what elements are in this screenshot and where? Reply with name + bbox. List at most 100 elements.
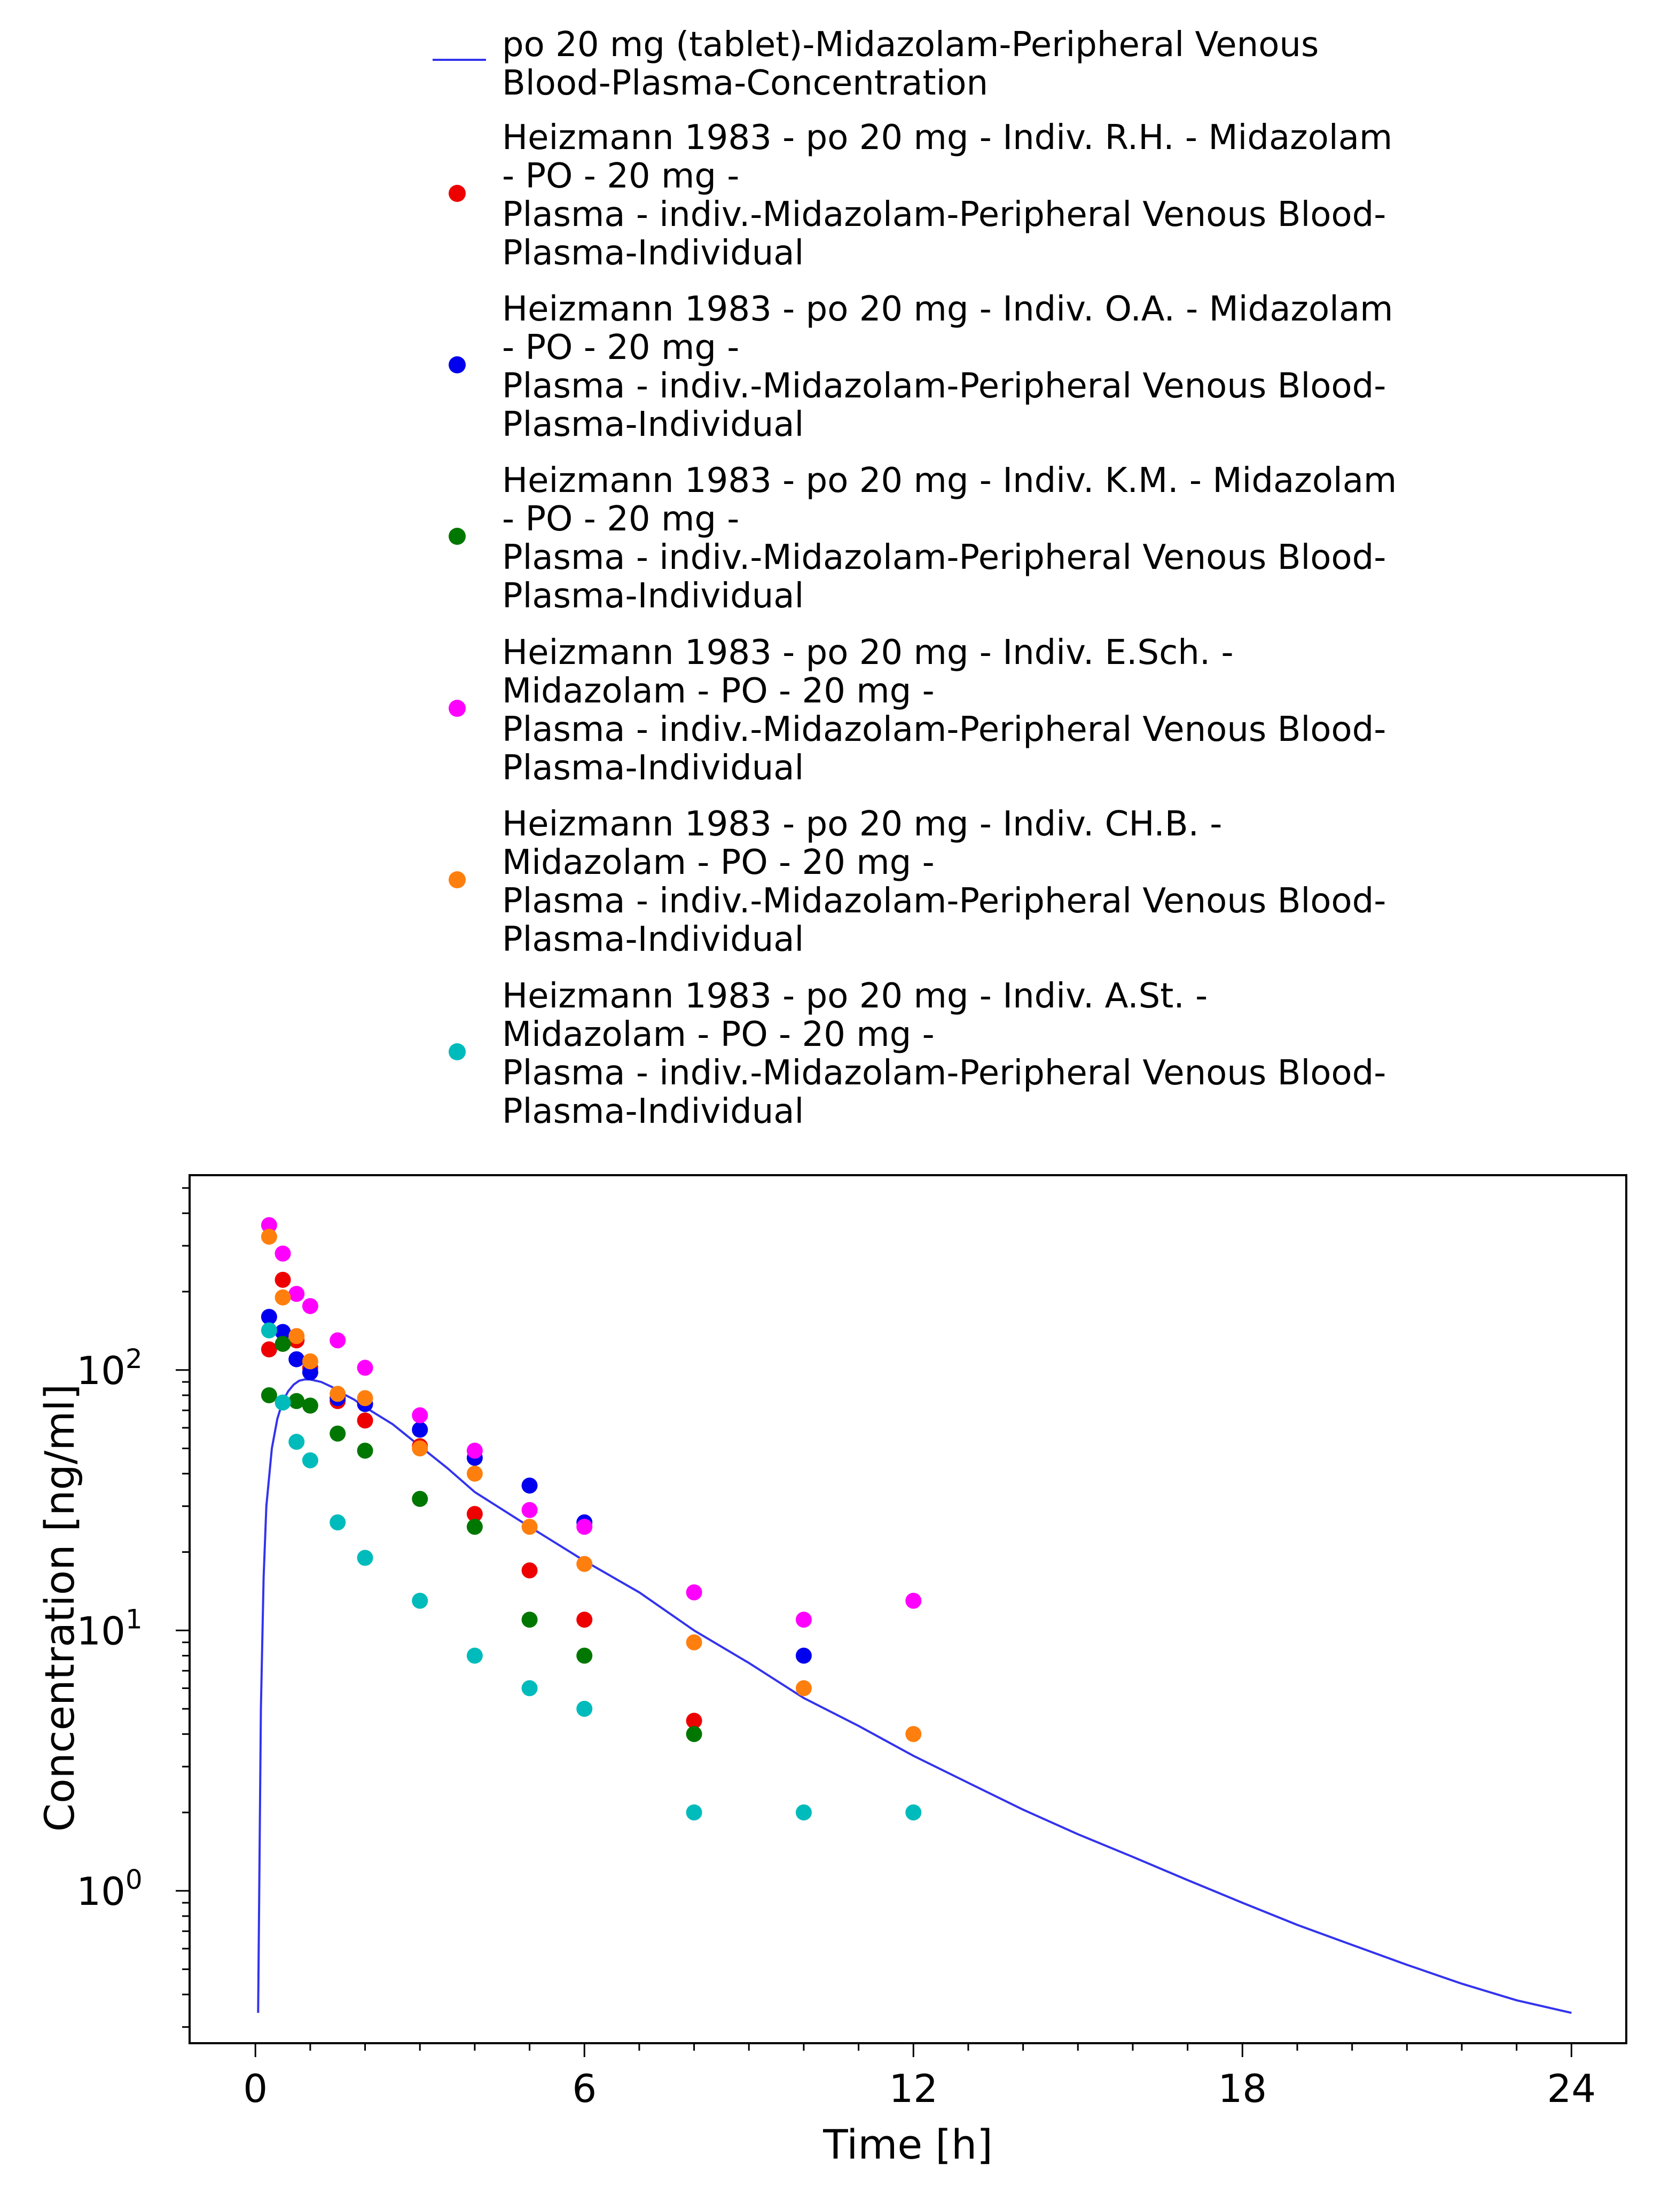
data-point-series-1 [576, 1612, 593, 1628]
x-tick-label: 12 [889, 2066, 938, 2111]
data-point-series-4 [330, 1332, 346, 1349]
data-point-series-6 [466, 1647, 483, 1664]
data-point-series-5 [288, 1328, 305, 1345]
data-point-series-3 [357, 1442, 373, 1459]
x-tick-label: 18 [1218, 2066, 1267, 2111]
data-point-series-5 [330, 1386, 346, 1402]
data-point-series-5 [686, 1634, 702, 1651]
data-point-series-5 [302, 1353, 318, 1370]
data-point-series-4 [261, 1217, 277, 1233]
data-point-series-4 [412, 1407, 428, 1424]
x-tick-label: 24 [1547, 2066, 1596, 2111]
legend-line-swatch [433, 59, 486, 61]
data-point-series-1 [357, 1412, 373, 1429]
data-point-series-5 [466, 1465, 483, 1482]
data-point-series-4 [357, 1359, 373, 1376]
legend-dot-swatch [449, 528, 466, 545]
data-point-series-3 [412, 1491, 428, 1507]
data-point-series-6 [288, 1434, 305, 1450]
data-point-series-5 [905, 1726, 922, 1742]
data-point-series-6 [357, 1550, 373, 1566]
data-point-series-4 [795, 1612, 812, 1628]
data-point-series-5 [261, 1229, 277, 1245]
data-point-series-4 [576, 1519, 593, 1535]
data-point-series-1 [686, 1713, 702, 1729]
data-point-series-2 [288, 1351, 305, 1367]
legend-item-ast: Heizmann 1983 - po 20 mg - Indiv. A.St. … [417, 977, 1485, 1137]
legend-item-km: Heizmann 1983 - po 20 mg - Indiv. K.M. -… [417, 462, 1485, 622]
legend-label: Heizmann 1983 - po 20 mg - Indiv. A.St. … [502, 976, 1386, 1131]
legend-item-chb: Heizmann 1983 - po 20 mg - Indiv. CH.B. … [417, 805, 1485, 965]
legend-dot-swatch [449, 700, 466, 717]
data-point-series-3 [302, 1397, 318, 1414]
data-point-series-4 [521, 1502, 538, 1518]
data-point-series-2 [275, 1324, 291, 1340]
data-point-series-1 [521, 1562, 538, 1578]
legend-item-rh: Heizmann 1983 - po 20 mg - Indiv. R.H. -… [417, 119, 1485, 279]
data-point-series-6 [261, 1322, 277, 1339]
data-point-series-1 [261, 1341, 277, 1358]
data-point-series-3 [466, 1519, 483, 1535]
legend-item-simulation: po 20 mg (tablet)-Midazolam-Peripheral V… [417, 21, 1485, 103]
legend-label: Heizmann 1983 - po 20 mg - Indiv. R.H. -… [502, 118, 1393, 273]
y-tick-label: 101 [76, 1604, 142, 1653]
y-tick-label: 100 [76, 1864, 142, 1914]
legend-dot-swatch [449, 356, 466, 373]
data-point-series-4 [686, 1584, 702, 1601]
data-point-series-6 [521, 1680, 538, 1697]
legend-item-oa: Heizmann 1983 - po 20 mg - Indiv. O.A. -… [417, 290, 1485, 450]
data-point-series-6 [795, 1804, 812, 1821]
data-point-series-2 [302, 1364, 318, 1381]
legend-dot-swatch [449, 871, 466, 888]
data-point-series-4 [302, 1298, 318, 1315]
y-tick-label: 102 [76, 1343, 142, 1393]
data-point-series-3 [288, 1393, 305, 1409]
data-point-series-5 [275, 1289, 291, 1306]
data-point-series-5 [357, 1390, 373, 1406]
data-point-series-3 [521, 1612, 538, 1628]
data-point-series-6 [330, 1514, 346, 1530]
plot-frame [189, 1174, 1627, 2044]
data-point-series-5 [576, 1556, 593, 1572]
legend-label: Heizmann 1983 - po 20 mg - Indiv. CH.B. … [502, 804, 1386, 959]
data-point-series-4 [905, 1592, 922, 1609]
x-tick-label: 6 [572, 2066, 597, 2111]
chart-legend: po 20 mg (tablet)-Midazolam-Peripheral V… [417, 21, 1485, 1137]
legend-item-esch: Heizmann 1983 - po 20 mg - Indiv. E.Sch.… [417, 634, 1485, 794]
legend-label: Heizmann 1983 - po 20 mg - Indiv. K.M. -… [502, 461, 1397, 616]
simulation-curve-layer [257, 1378, 1572, 2014]
observed-points-layer [261, 1217, 922, 1821]
legend-label: Heizmann 1983 - po 20 mg - Indiv. O.A. -… [502, 290, 1393, 444]
data-point-series-2 [521, 1478, 538, 1494]
data-point-series-3 [330, 1425, 346, 1442]
data-point-series-1 [275, 1271, 291, 1288]
data-point-series-3 [686, 1726, 702, 1742]
data-point-series-2 [261, 1309, 277, 1325]
legend-label: Heizmann 1983 - po 20 mg - Indiv. E.Sch.… [502, 633, 1386, 788]
data-point-series-6 [686, 1804, 702, 1821]
x-axis-title: Time [h] [822, 2121, 993, 2168]
legend-dot-swatch [449, 185, 466, 202]
data-point-series-6 [576, 1701, 593, 1717]
data-point-series-3 [576, 1647, 593, 1664]
axis-ticks [176, 1187, 1572, 2057]
legend-dot-swatch [449, 1043, 466, 1060]
data-point-series-5 [521, 1519, 538, 1535]
data-point-series-4 [275, 1245, 291, 1262]
data-point-series-2 [795, 1647, 812, 1664]
data-point-series-3 [275, 1335, 291, 1352]
data-point-series-6 [905, 1804, 922, 1821]
data-point-series-6 [275, 1394, 291, 1411]
simulation-curve [257, 1378, 1572, 2014]
data-point-series-1 [466, 1506, 483, 1522]
data-point-series-5 [795, 1680, 812, 1697]
x-tick-label: 0 [243, 2066, 268, 2111]
data-point-series-4 [288, 1286, 305, 1302]
data-point-series-6 [302, 1452, 318, 1468]
y-axis-title: Concentration [ng/ml] [36, 1384, 83, 1832]
data-point-series-5 [412, 1440, 428, 1457]
chart-plot: 0 6 12 18 24 100 101 102 Time [h] Concentration… [36, 1174, 1627, 2168]
legend-label: po 20 mg (tablet)-Midazolam-Peripheral V… [502, 25, 1319, 103]
data-point-series-6 [412, 1592, 428, 1609]
data-point-series-2 [412, 1421, 428, 1438]
